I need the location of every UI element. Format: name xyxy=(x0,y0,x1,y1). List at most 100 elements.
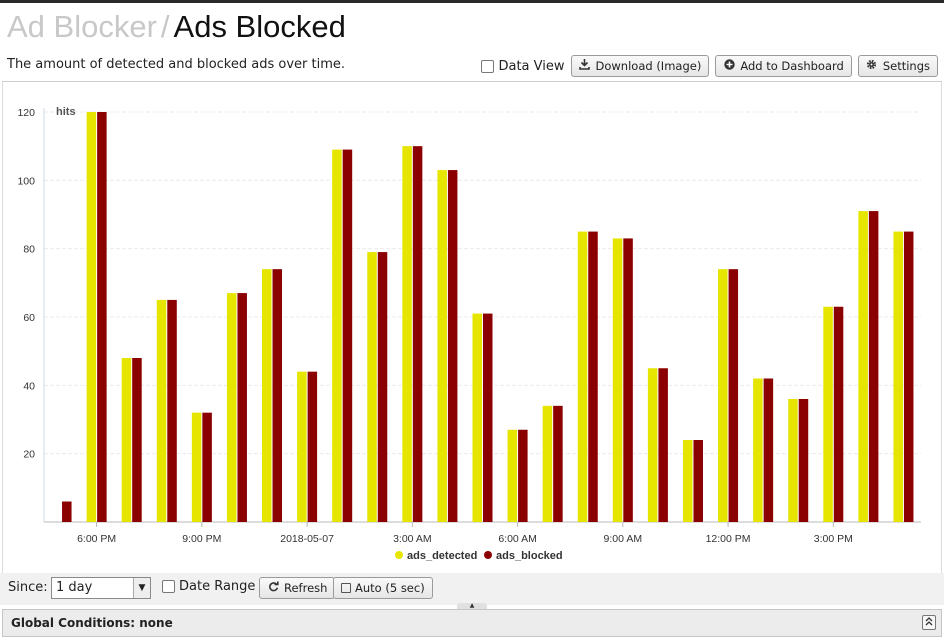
bar-ads_blocked xyxy=(798,399,809,522)
bar-ads_detected xyxy=(226,293,237,522)
bar-ads_detected xyxy=(437,170,447,522)
bar-ads_blocked xyxy=(518,429,528,522)
x-tick-label: 9:00 PM xyxy=(182,533,221,545)
bar-ads_blocked xyxy=(447,170,458,522)
bar-ads_blocked xyxy=(132,358,142,522)
x-tick-label: 3:00 PM xyxy=(814,533,853,545)
x-tick-label: 2018-05-07 xyxy=(280,533,334,545)
time-controls-bar: Since: 1 day ▼ Date Range Refresh Auto (… xyxy=(0,573,944,605)
auto-refresh-checkbox[interactable] xyxy=(341,583,351,593)
data-view-label: Data View xyxy=(498,58,565,74)
legend-label-ads_blocked: ads_blocked xyxy=(496,550,563,562)
download-image-label: Download (Image) xyxy=(595,59,702,73)
breadcrumb-parent[interactable]: Ad Blocker xyxy=(7,9,157,44)
plus-circle-icon xyxy=(723,59,735,73)
chart-ticks: 20 40 60 80 100 120 6:00 PM 9:00 PM 2018-05-07 3:… xyxy=(17,107,852,545)
bar-ads_blocked xyxy=(728,269,739,522)
add-to-dashboard-label: Add to Dashboard xyxy=(740,59,844,73)
bar-ads_detected xyxy=(262,269,272,522)
bar-ads_blocked xyxy=(553,405,563,522)
bar-ads_blocked xyxy=(97,112,107,522)
download-image-button[interactable]: Download (Image) xyxy=(570,55,710,77)
data-view-checkbox[interactable] xyxy=(481,59,495,73)
date-range-label: Date Range xyxy=(179,579,256,594)
legend-marker-ads_detected xyxy=(395,551,403,559)
bar-ads_detected xyxy=(647,368,658,522)
bar-ads_detected xyxy=(577,231,588,523)
settings-button[interactable]: Settings xyxy=(857,55,938,77)
chart-panel: 20 40 60 80 100 120 6:00 PM 9:00 PM 2018-05-07 3:… xyxy=(2,81,942,573)
chart-legend: ads_detected ads_blocked xyxy=(395,550,563,562)
bar-ads_detected xyxy=(191,412,202,522)
refresh-button[interactable]: Refresh xyxy=(259,577,336,599)
chart-grid xyxy=(44,111,921,455)
y-tick-label: 100 xyxy=(17,175,35,187)
x-tick-label: 6:00 PM xyxy=(77,533,116,545)
bar-ads_detected xyxy=(542,405,553,522)
gear-icon xyxy=(866,59,878,73)
date-range-checkbox[interactable] xyxy=(162,580,175,593)
y-tick-label: 80 xyxy=(23,244,35,256)
breadcrumb-separator: / xyxy=(160,9,170,44)
window-top-border xyxy=(0,0,944,3)
panel-resize-handle[interactable]: ▲ xyxy=(457,603,487,609)
bar-ads_blocked xyxy=(272,269,283,522)
bar-ads_detected xyxy=(472,313,482,522)
global-conditions-label: Global Conditions: none xyxy=(11,616,173,630)
bar-ads_blocked xyxy=(412,146,423,522)
data-view-toggle[interactable]: Data View xyxy=(481,58,565,74)
y-tick-label: 20 xyxy=(23,449,35,461)
chart-axes xyxy=(43,108,921,523)
bar-ads_detected xyxy=(402,146,412,522)
y-tick-label: 120 xyxy=(17,107,35,119)
bar-ads_blocked xyxy=(483,313,493,522)
auto-refresh-label: Auto (5 sec) xyxy=(355,581,425,595)
download-icon xyxy=(579,59,591,73)
bar-ads_detected xyxy=(332,149,342,522)
bar-ads_blocked xyxy=(202,412,212,522)
bar-ads_detected xyxy=(682,440,693,522)
bar-ads_blocked xyxy=(62,501,72,522)
legend-marker-ads_blocked xyxy=(484,551,492,559)
bar-ads_blocked xyxy=(307,371,318,522)
breadcrumb-current: Ads Blocked xyxy=(173,9,346,44)
bar-ads_detected xyxy=(893,231,903,523)
bar-ads_detected xyxy=(823,306,833,522)
bar-ads_blocked xyxy=(342,149,353,522)
bar-ads_blocked xyxy=(833,306,844,522)
bar-ads_blocked xyxy=(763,378,774,522)
bar-ads_detected xyxy=(367,252,377,523)
x-tick-label: 12:00 PM xyxy=(706,533,751,545)
refresh-icon xyxy=(267,581,279,595)
bar-ads_blocked xyxy=(903,231,914,523)
bar-chart: 20 40 60 80 100 120 6:00 PM 9:00 PM 2018-05-07 3:… xyxy=(17,106,921,562)
bar-ads_detected xyxy=(156,299,167,522)
chart-toolbar: Data View Download (Image) Add to Dashbo… xyxy=(481,55,938,77)
bar-ads_blocked xyxy=(623,238,633,522)
page-title: Ad Blocker / Ads Blocked xyxy=(7,6,346,48)
auto-refresh-button[interactable]: Auto (5 sec) xyxy=(333,577,433,599)
add-to-dashboard-button[interactable]: Add to Dashboard xyxy=(715,55,852,77)
bar-ads_blocked xyxy=(377,252,388,523)
bar-ads_blocked xyxy=(237,293,247,522)
y-tick-label: 60 xyxy=(23,312,35,324)
since-select[interactable]: 1 day ▼ xyxy=(51,577,151,599)
since-select-value: 1 day xyxy=(56,580,93,595)
y-tick-label: 40 xyxy=(23,380,35,392)
bar-ads_detected xyxy=(612,238,623,522)
global-conditions-bar[interactable]: Global Conditions: none xyxy=(2,609,942,637)
collapse-up-icon[interactable] xyxy=(922,615,936,630)
settings-label: Settings xyxy=(882,59,930,73)
since-label: Since: xyxy=(8,580,48,595)
x-tick-label: 6:00 AM xyxy=(498,533,537,545)
chevron-down-icon[interactable]: ▼ xyxy=(133,578,150,598)
bar-ads_blocked xyxy=(658,368,668,522)
chart-description: The amount of detected and blocked ads o… xyxy=(7,57,345,72)
refresh-label: Refresh xyxy=(284,581,328,595)
bar-ads_blocked xyxy=(693,440,703,522)
legend-label-ads_detected: ads_detected xyxy=(407,550,477,562)
y-axis-label: hits xyxy=(56,106,76,118)
date-range-toggle[interactable]: Date Range xyxy=(162,579,255,594)
bar-ads_detected xyxy=(788,399,798,522)
bar-ads_detected xyxy=(297,371,307,522)
